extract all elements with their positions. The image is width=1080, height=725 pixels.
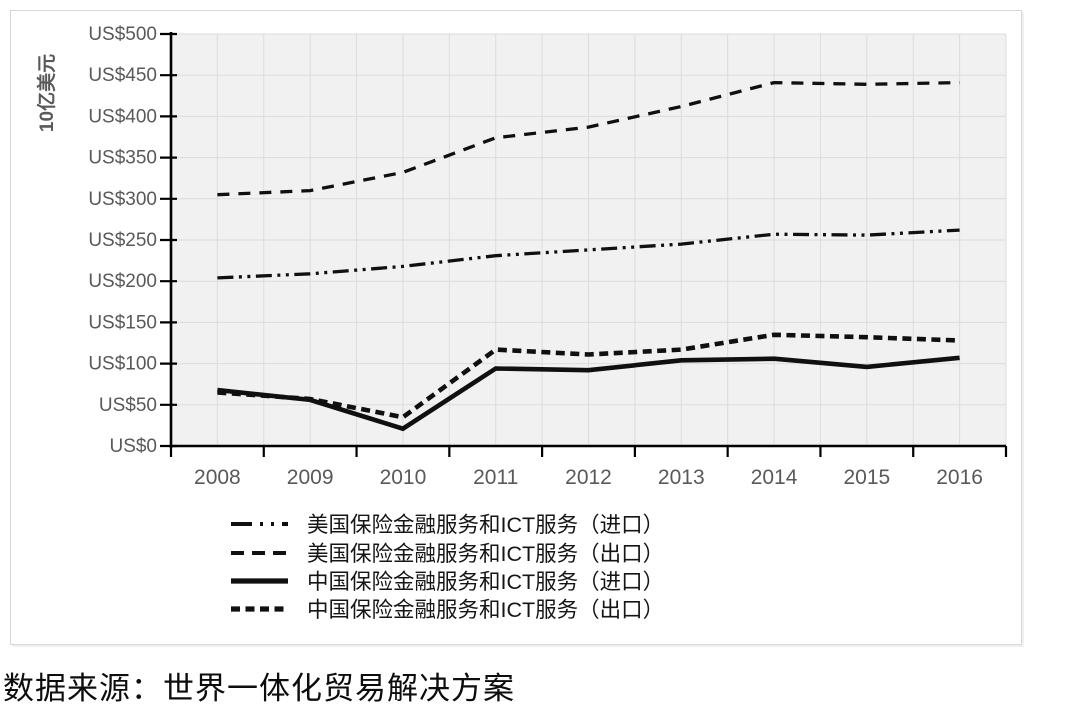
series-line-0 [217, 228, 960, 280]
legend-label-2: 中国保险金融服务和ICT服务（进口） [307, 570, 664, 594]
y-tick-label: US$150 [88, 312, 157, 333]
legend-label-3: 中国保险金融服务和ICT服务（出口） [307, 598, 664, 622]
series-line-2 [217, 355, 960, 432]
y-tick-label: US$300 [88, 189, 157, 210]
x-tick-label: 2014 [751, 466, 798, 489]
legend-label-0: 美国保险金融服务和ICT服务（进口） [307, 513, 664, 537]
y-tick-label: US$50 [99, 395, 157, 416]
y-tick-label: US$200 [88, 271, 157, 292]
line-chart: US$0 US$50 US$100 US$150 US$200 US$250 US$300 U… [35, 24, 1008, 622]
x-tick-label: 2013 [658, 466, 705, 489]
source-caption: 数据来源：世界一体化贸易解决方案 [3, 671, 515, 706]
y-tick-label: US$0 [109, 436, 157, 457]
y-tick-label: US$100 [88, 354, 157, 375]
x-tick-label: 2009 [287, 466, 334, 489]
y-tick-label: US$400 [88, 106, 157, 127]
x-tick-label: 2011 [473, 466, 518, 489]
series-line-1 [217, 80, 960, 197]
y-tick-label: US$350 [88, 148, 157, 169]
y-axis-title: 10亿美元 [35, 54, 58, 132]
y-tick-label: US$450 [88, 65, 157, 86]
legend-label-1: 美国保险金融服务和ICT服务（出口） [307, 542, 664, 566]
x-tick-label: 2010 [380, 466, 427, 489]
y-tick-label: US$250 [88, 230, 157, 251]
y-tick-label: US$500 [88, 24, 157, 45]
x-tick-label: 2016 [936, 466, 983, 489]
x-tick-label: 2008 [194, 466, 241, 489]
x-tick-label: 2015 [843, 466, 890, 489]
x-tick-label: 2012 [565, 466, 612, 489]
series-line-3 [217, 332, 960, 420]
chart-frame: US$0 US$50 US$100 US$150 US$200 US$250 US$300 U… [10, 10, 1022, 645]
